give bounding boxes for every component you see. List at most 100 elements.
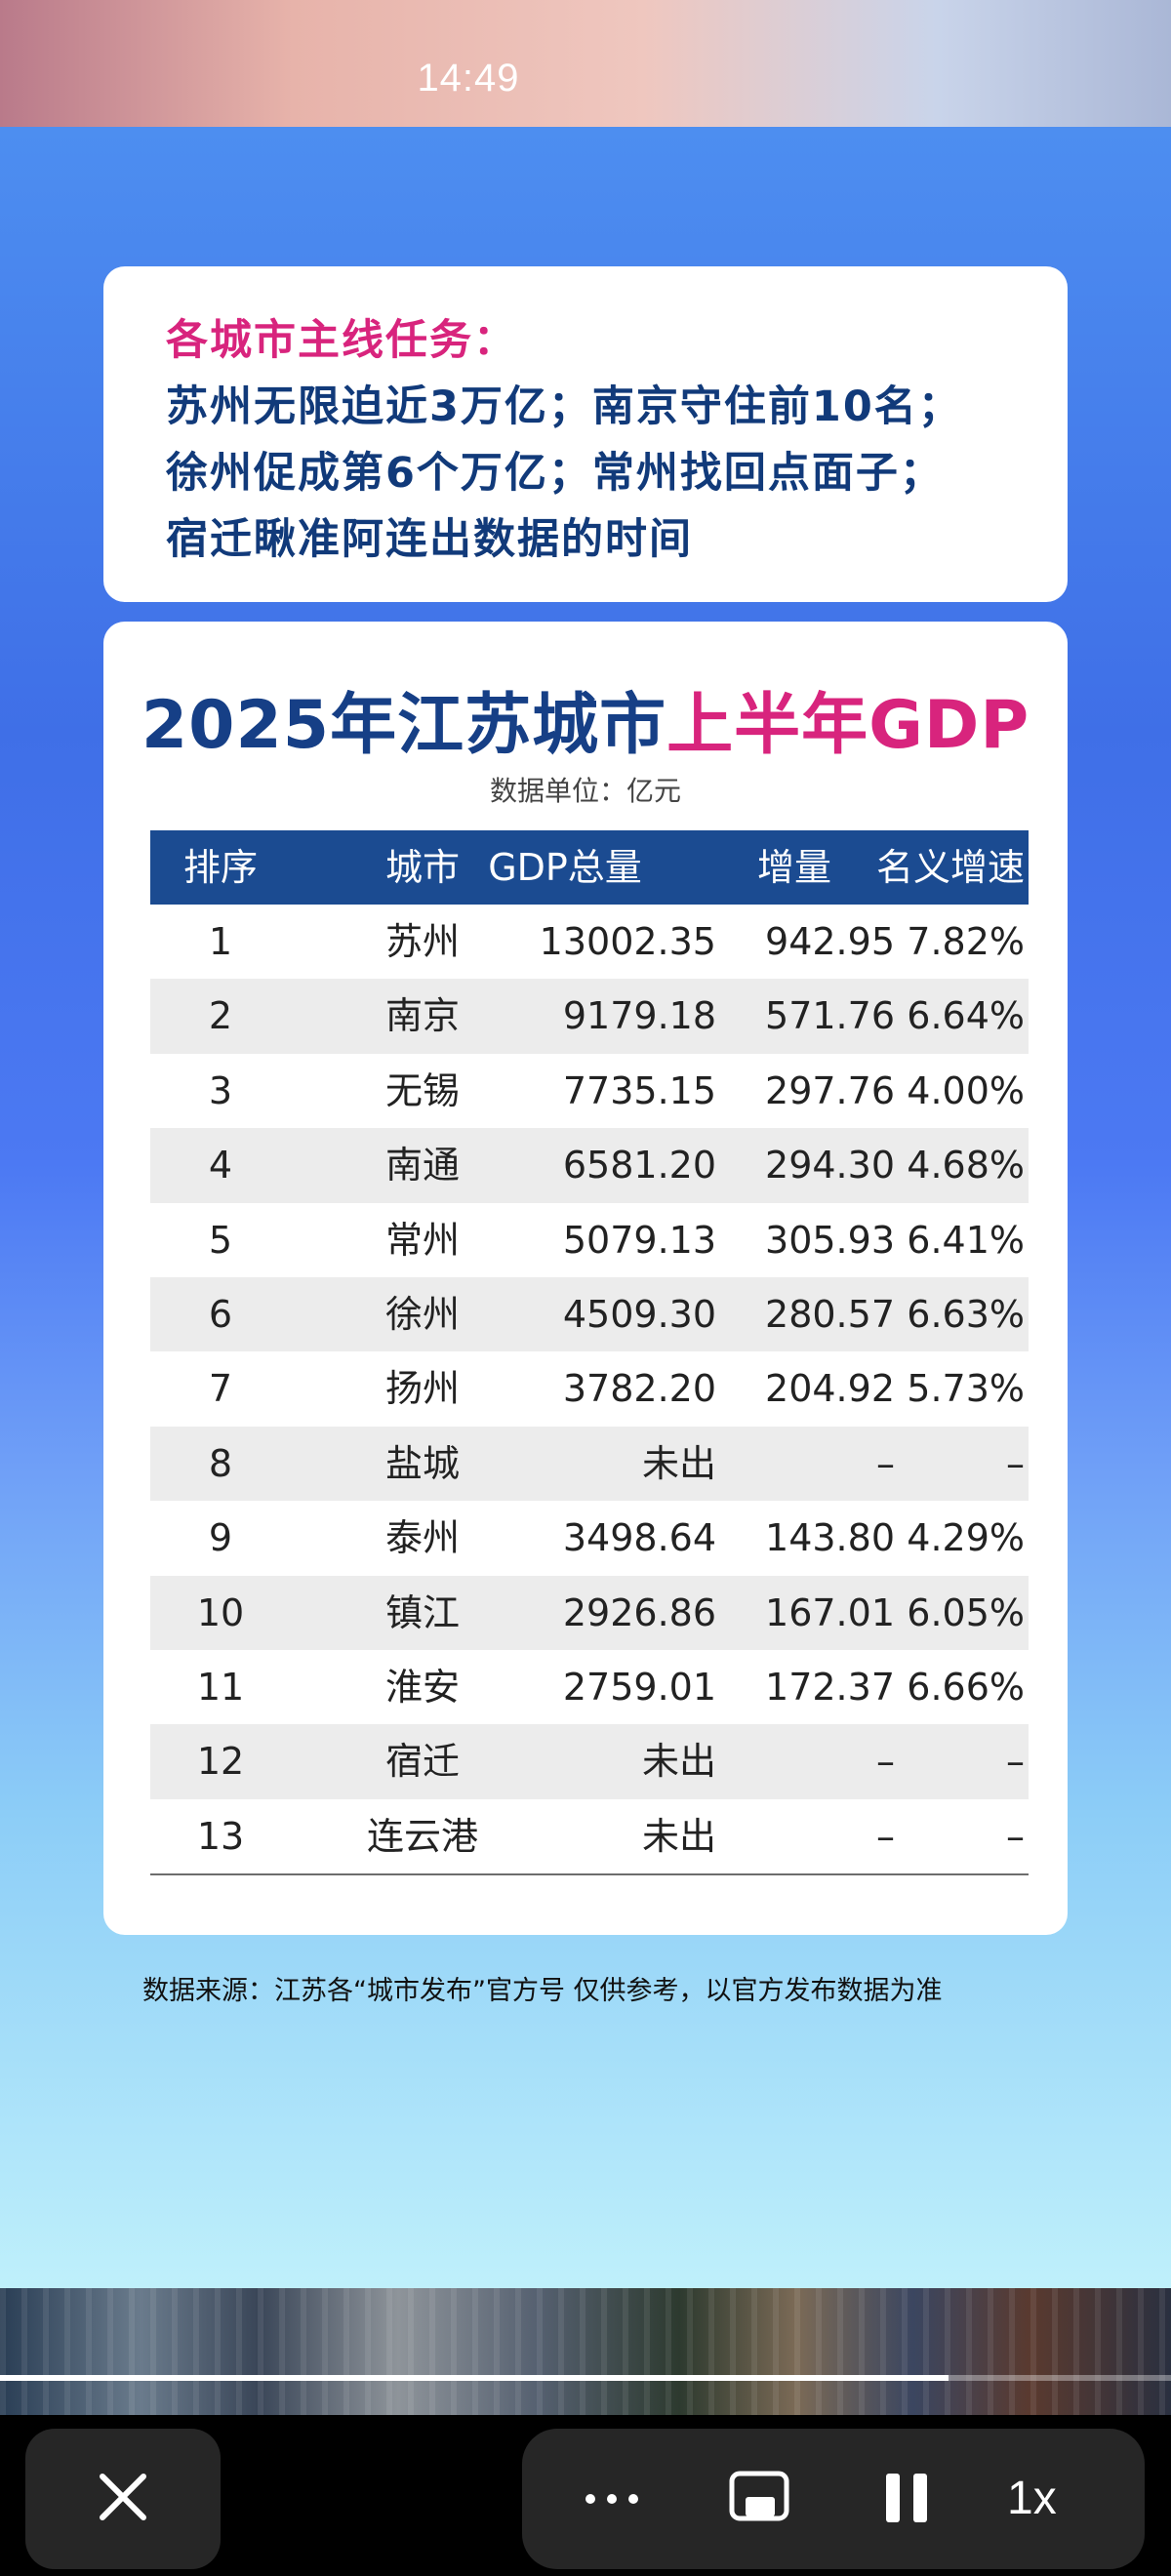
source-note: 数据来源：江苏各“城市发布”官方号 仅供参考，以官方发布数据为准 (142, 1976, 943, 2006)
cell-rank: 12 (196, 1740, 245, 1784)
cell-rank: 7 (208, 1367, 233, 1411)
table-row: 1 苏州 13002.35 942.95 7.82% (150, 905, 1029, 979)
playback-speed-button[interactable]: 1x (1007, 2473, 1057, 2524)
gdp-table-card: 2025年江苏城市上半年GDP 数据单位：亿元 排序 城市 GDP总量 增量 名… (103, 622, 1068, 1935)
cell-city: 南通 (384, 1144, 460, 1187)
unit-label: 数据单位：亿元 (489, 775, 681, 807)
cell-city: 连云港 (366, 1814, 478, 1858)
table-row: 13 连云港 未出 – – (150, 1799, 1029, 1873)
cell-growth: 4.68% (907, 1144, 1025, 1187)
cell-gdp: 未出 (641, 1740, 716, 1784)
cell-rank: 11 (196, 1665, 245, 1709)
page-title: 2025年江苏城市上半年GDP (103, 670, 1068, 767)
table-row: 4 南通 6581.20 294.30 4.68% (150, 1128, 1029, 1203)
cell-city: 扬州 (384, 1367, 460, 1411)
table-row: 12 宿迁 未出 – – (150, 1724, 1029, 1799)
mission-line: 苏州无限迫近3万亿；南京守住前10名； (166, 382, 962, 431)
cell-rank: 13 (196, 1814, 245, 1858)
column-header-rank: 排序 (182, 846, 258, 889)
cell-growth: 6.41% (907, 1218, 1025, 1262)
table-row: 11 淮安 2759.01 172.37 6.66% (150, 1650, 1029, 1724)
cell-increase: 204.92 (765, 1367, 895, 1411)
table-row: 7 扬州 3782.20 204.92 5.73% (150, 1351, 1029, 1426)
table-body: 1 苏州 13002.35 942.95 7.82% 2 南京 9179.18 571.76 6.… (150, 905, 1029, 1873)
cell-growth: – (1006, 1740, 1025, 1784)
cell-growth: 6.64% (907, 994, 1025, 1038)
video-thumbnail-strip (0, 2288, 1171, 2415)
progress-bar[interactable] (0, 2375, 1171, 2381)
cell-gdp: 4509.30 (562, 1292, 716, 1336)
column-header-city: 城市 (384, 846, 460, 889)
cell-growth: – (1006, 1441, 1025, 1485)
cell-growth: – (1006, 1814, 1025, 1858)
cell-increase: – (876, 1441, 895, 1485)
cell-gdp: 6581.20 (562, 1144, 716, 1187)
cell-rank: 6 (208, 1292, 233, 1336)
cell-growth: 4.00% (907, 1068, 1025, 1112)
cell-gdp: 3498.64 (562, 1516, 716, 1560)
cell-city: 盐城 (384, 1441, 460, 1485)
cell-growth: 7.82% (907, 920, 1025, 963)
cell-rank: 9 (208, 1516, 233, 1560)
column-header-increase: 增量 (756, 846, 831, 889)
cell-increase: 143.80 (765, 1516, 895, 1560)
title-part-pink: 上半年GDP (666, 687, 1030, 764)
cell-increase: 305.93 (765, 1218, 895, 1262)
playback-controls (522, 2429, 1145, 2569)
close-button[interactable] (25, 2429, 221, 2569)
cell-city: 泰州 (384, 1516, 460, 1560)
cell-increase: 297.76 (765, 1068, 895, 1112)
cell-increase: 571.76 (765, 994, 895, 1038)
cell-city: 常州 (384, 1218, 460, 1262)
cell-growth: 5.73% (907, 1367, 1025, 1411)
cell-gdp: 未出 (641, 1814, 716, 1858)
cell-increase: 172.37 (765, 1665, 895, 1709)
table-row: 2 南京 9179.18 571.76 6.64% (150, 979, 1029, 1054)
cell-gdp: 9179.18 (562, 994, 716, 1038)
cell-gdp: 未出 (641, 1441, 716, 1485)
cell-gdp: 3782.20 (562, 1367, 716, 1411)
table-header: 排序 城市 GDP总量 增量 名义增速 (150, 830, 1029, 905)
cell-growth: 6.66% (907, 1665, 1025, 1709)
pause-icon[interactable] (868, 2429, 947, 2569)
cell-gdp: 5079.13 (562, 1218, 716, 1262)
table-row: 5 常州 5079.13 305.93 6.41% (150, 1203, 1029, 1277)
more-icon[interactable] (573, 2429, 651, 2569)
cell-growth: 6.63% (907, 1292, 1025, 1336)
table-row: 8 盐城 未出 – – (150, 1426, 1029, 1502)
table-row: 9 泰州 3498.64 143.80 4.29% (150, 1501, 1029, 1575)
cell-increase: 167.01 (765, 1590, 895, 1634)
table-row: 10 镇江 2926.86 167.01 6.05% (150, 1575, 1029, 1650)
column-header-growth: 名义增速 (875, 846, 1025, 889)
cell-increase: – (876, 1814, 895, 1858)
status-bar: 14:49 (0, 0, 1171, 127)
cell-city: 宿迁 (384, 1740, 460, 1784)
cell-gdp: 2926.86 (562, 1590, 716, 1634)
player-control-bar: 1x (0, 2415, 1171, 2576)
cell-increase: 294.30 (765, 1144, 895, 1187)
cell-increase: 280.57 (765, 1292, 895, 1336)
progress-fill (0, 2375, 949, 2381)
mission-line: 徐州促成第6个万亿；常州找回点面子； (166, 449, 944, 498)
cell-rank: 10 (196, 1590, 245, 1634)
cell-city: 徐州 (384, 1292, 460, 1336)
cell-growth: 4.29% (907, 1516, 1025, 1560)
pip-icon[interactable] (722, 2429, 800, 2569)
cell-rank: 1 (208, 920, 233, 963)
mission-card: 各城市主线任务： 苏州无限迫近3万亿；南京守住前10名； 徐州促成第6个万亿；常… (103, 266, 1068, 602)
cell-rank: 5 (208, 1218, 233, 1262)
cell-increase: – (876, 1740, 895, 1784)
cell-rank: 4 (208, 1144, 233, 1187)
cell-rank: 8 (208, 1441, 233, 1485)
mission-line: 宿迁瞅准阿连出数据的时间 (166, 515, 693, 564)
close-icon (100, 2474, 146, 2520)
cell-gdp: 7735.15 (562, 1068, 716, 1112)
cell-rank: 3 (208, 1068, 233, 1112)
cell-city: 镇江 (384, 1590, 460, 1634)
table-row: 6 徐州 4509.30 280.57 6.63% (150, 1276, 1029, 1352)
title-part-blue: 2025年江苏城市 (141, 687, 667, 764)
cell-gdp: 13002.35 (539, 920, 716, 963)
cell-rank: 2 (208, 994, 233, 1038)
cell-gdp: 2759.01 (562, 1665, 716, 1709)
cell-growth: 6.05% (907, 1590, 1025, 1634)
